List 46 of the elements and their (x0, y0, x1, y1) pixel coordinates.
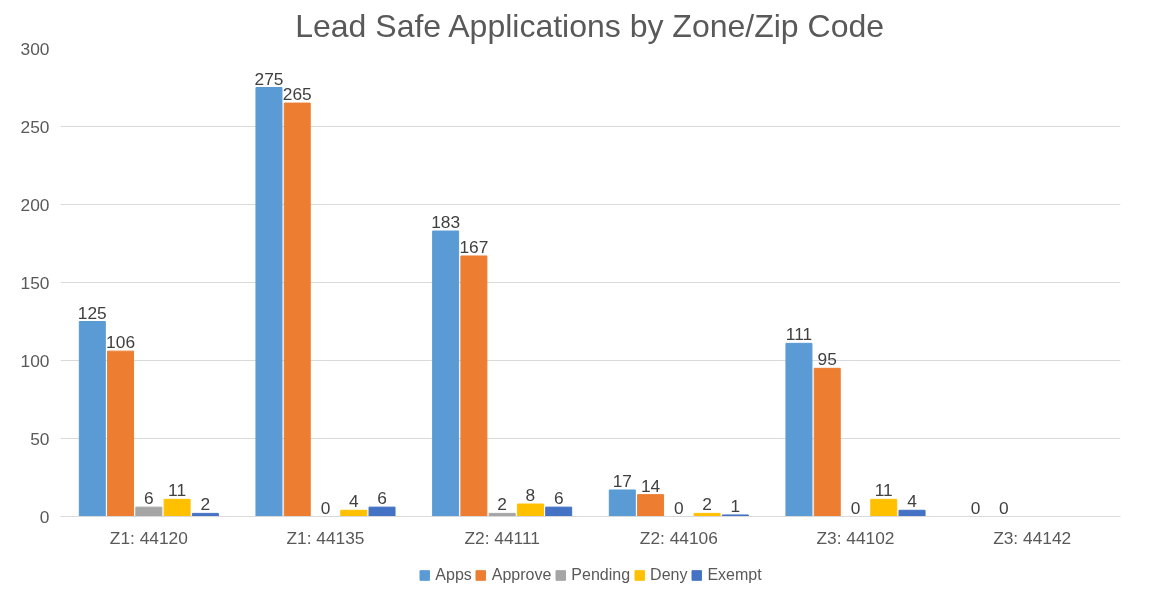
data-label: 0 (999, 497, 1009, 518)
data-label: 106 (106, 332, 136, 353)
data-label: 265 (282, 84, 312, 105)
x-tick-label: Z2: 44106 (639, 527, 718, 548)
legend-label: Approve (491, 566, 552, 584)
y-tick-label: 50 (30, 428, 50, 449)
data-label: 183 (431, 212, 461, 233)
x-tick-label: Z3: 44102 (816, 527, 895, 548)
data-label: 0 (320, 497, 331, 518)
data-label: 2 (497, 494, 507, 515)
y-tick-label: 150 (20, 272, 50, 293)
data-label: 125 (77, 302, 107, 323)
legend-label: Pending (571, 566, 631, 584)
x-tick-label: Z3: 44142 (993, 527, 1072, 548)
x-tick-label: Z2: 44111 (464, 527, 540, 548)
y-tick-label: 200 (20, 194, 50, 215)
y-tick-label: 250 (20, 116, 50, 137)
data-label: 111 (785, 324, 813, 345)
data-label: 11 (874, 480, 893, 501)
data-label: 14 (640, 475, 661, 496)
data-label: 6 (377, 488, 387, 509)
x-tick-label: Z1: 44135 (286, 527, 365, 548)
data-label: 0 (850, 497, 861, 518)
data-label: 0 (970, 497, 981, 518)
data-label: 8 (525, 485, 536, 506)
y-tick-label: 0 (39, 506, 50, 527)
data-label: 6 (553, 488, 564, 509)
legend-label: Deny (650, 566, 688, 584)
data-label: 167 (459, 236, 489, 257)
data-label: 4 (348, 491, 359, 512)
data-label: 1 (730, 495, 741, 516)
chart-title: Lead Safe Applications by Zone/Zip Code (295, 7, 885, 44)
data-label: 2 (200, 494, 211, 515)
y-tick-label: 300 (20, 38, 50, 59)
legend-label: Apps (435, 566, 472, 584)
data-label: 95 (817, 349, 837, 370)
data-label: 6 (144, 488, 154, 509)
data-label: 0 (674, 497, 684, 518)
data-label: 2 (702, 494, 712, 515)
y-tick-label: 100 (20, 350, 50, 371)
data-label: 17 (612, 470, 632, 491)
legend-label: Exempt (707, 566, 762, 584)
data-label: 4 (907, 491, 918, 512)
x-tick-label: Z1: 44120 (109, 527, 188, 548)
data-label: 11 (168, 480, 187, 501)
data-label: 275 (254, 68, 284, 89)
